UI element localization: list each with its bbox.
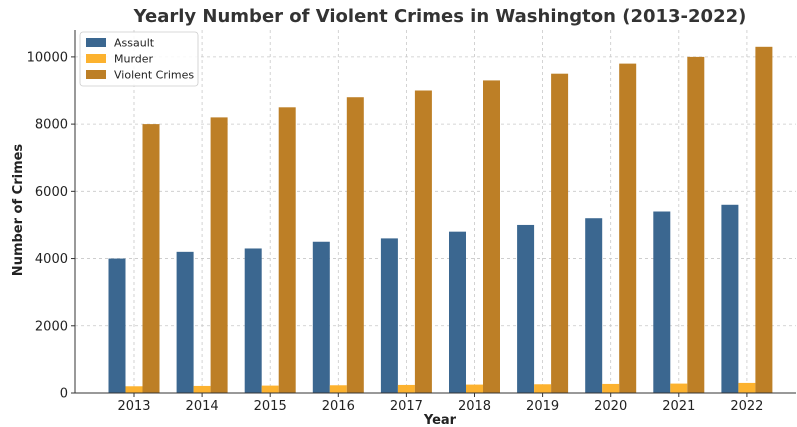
y-tick-label: 0: [60, 387, 68, 402]
bar-murder-2015: [261, 385, 279, 393]
bar-violent-crimes-2021: [687, 56, 705, 394]
x-axis-label: Year: [423, 413, 457, 427]
bar-murder-2020: [602, 383, 620, 393]
y-tick-label: 2000: [35, 319, 68, 334]
x-tick-label: 2020: [594, 399, 627, 414]
bar-violent-crimes-2014: [210, 117, 228, 393]
x-tick-label: 2018: [458, 399, 491, 414]
bar-violent-crimes-2015: [278, 107, 296, 394]
legend-swatch-murder: [86, 54, 106, 63]
legend-label-assault: Assault: [114, 37, 155, 50]
bar-murder-2014: [193, 385, 211, 393]
bar-assault-2013: [108, 258, 126, 393]
x-tick-label: 2021: [662, 399, 695, 414]
bar-violent-crimes-2017: [414, 90, 432, 393]
y-tick-label: 4000: [35, 252, 68, 267]
x-tick-label: 2017: [390, 399, 423, 414]
bar-violent-crimes-2020: [619, 63, 637, 393]
bar-violent-crimes-2022: [755, 46, 773, 394]
x-tick-label: 2016: [322, 399, 355, 414]
bar-assault-2019: [517, 224, 535, 393]
legend: Assault Murder Violent Crimes: [79, 31, 199, 87]
x-tick-label: 2019: [526, 399, 559, 414]
bar-violent-crimes-2019: [551, 73, 569, 393]
x-tick-label: 2015: [254, 399, 287, 414]
bar-murder-2013: [125, 386, 143, 393]
y-axis-label: Number of Crimes: [11, 144, 26, 277]
y-tick-label: 8000: [35, 118, 68, 133]
bar-murder-2019: [534, 384, 552, 393]
bar-assault-2014: [176, 251, 194, 393]
y-axis-ticks: 0 2000 4000 6000 8000 10000: [27, 50, 75, 402]
bar-murder-2017: [397, 384, 415, 393]
x-tick-label: 2013: [117, 399, 150, 414]
bar-assault-2017: [380, 238, 398, 393]
bar-violent-crimes-2018: [483, 80, 500, 394]
bars: [108, 46, 773, 394]
bar-assault-2021: [653, 211, 671, 393]
bar-violent-crimes-2016: [346, 97, 364, 393]
bar-murder-2021: [670, 383, 688, 393]
y-tick-label: 10000: [27, 50, 68, 65]
bar-assault-2022: [721, 204, 739, 393]
bar-assault-2016: [312, 241, 330, 393]
x-axis-ticks: 2013 2014 2015 2016 2017 2018 2019 2020 2021 2022: [117, 393, 763, 414]
legend-label-murder: Murder: [114, 53, 154, 66]
bar-murder-2022: [738, 382, 756, 393]
legend-label-violent-crimes: Violent Crimes: [114, 69, 194, 82]
x-tick-label: 2014: [186, 399, 219, 414]
chart-title: Yearly Number of Violent Crimes in Washi…: [133, 6, 747, 27]
x-tick-label: 2022: [730, 399, 763, 414]
legend-box: [79, 31, 199, 87]
bar-murder-2018: [466, 384, 483, 393]
bar-assault-2020: [585, 218, 603, 393]
y-tick-label: 6000: [35, 185, 68, 200]
bar-murder-2016: [329, 385, 347, 393]
bar-assault-2018: [449, 231, 466, 393]
legend-swatch-violent-crimes: [86, 70, 106, 79]
legend-swatch-assault: [86, 38, 106, 47]
bar-violent-crimes-2013: [142, 124, 160, 393]
bar-assault-2015: [244, 248, 262, 393]
